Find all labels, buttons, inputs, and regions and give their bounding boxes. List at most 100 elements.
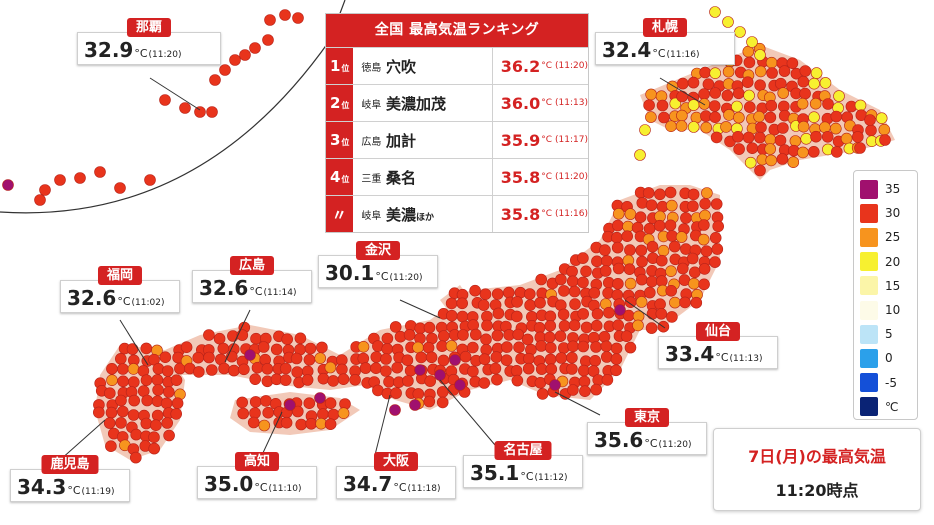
station-dot — [669, 296, 681, 309]
station-dot — [262, 406, 275, 419]
station-dot — [723, 109, 735, 121]
station-dot — [776, 153, 789, 165]
station-dot — [521, 333, 534, 346]
station-dot — [249, 396, 262, 408]
station-dot — [589, 354, 602, 367]
city-name: 高知 — [234, 452, 280, 471]
station-dot — [580, 321, 593, 334]
station-dot — [590, 341, 602, 353]
station-dot — [720, 121, 732, 133]
station-dot — [295, 418, 308, 431]
leader-sendai — [624, 299, 666, 329]
city-reading: 32.6 °C (11:14) — [192, 270, 312, 303]
station-dot — [680, 212, 692, 224]
legend-entry: ℃ — [860, 395, 911, 419]
station-dot — [658, 111, 670, 124]
ranking-row: 4 位三重 桑名 35.8 °C (11:20) — [326, 158, 588, 195]
station-dot — [478, 377, 491, 389]
city-reading: 34.7 °C (11:18) — [336, 466, 456, 499]
legend-label: 5 — [885, 327, 893, 342]
station-dot — [106, 362, 118, 375]
station-dot — [543, 331, 556, 344]
station-dot — [557, 308, 570, 321]
rank-temp: 35.8 — [500, 167, 541, 187]
station-dot — [239, 49, 251, 61]
city-reading: 35.0 °C (11:10) — [197, 466, 317, 499]
station-dot — [491, 373, 503, 386]
station-dot — [654, 188, 666, 201]
legend-entry: 35 — [860, 177, 911, 201]
legend-label: 10 — [885, 303, 901, 318]
station-dot — [217, 342, 230, 355]
station-dot — [511, 374, 524, 387]
station-dot — [765, 56, 778, 69]
station-dot — [864, 114, 876, 126]
station-dot — [327, 408, 340, 421]
station-dot — [655, 307, 668, 320]
station-dot — [743, 89, 755, 102]
station-dot — [753, 110, 765, 123]
station-dot — [192, 351, 204, 364]
city-reading: 35.6 °C (11:20) — [587, 422, 707, 455]
station-dot — [480, 333, 492, 346]
station-dot — [623, 263, 636, 276]
legend-entry: 0 — [860, 346, 911, 370]
legend-entry: 30 — [860, 201, 911, 225]
rank-temp: 35.8 — [500, 204, 541, 224]
leader-hiroshima — [224, 309, 251, 363]
station-dot — [665, 265, 677, 278]
station-dot — [357, 352, 370, 365]
station-dot — [148, 442, 160, 455]
station-dot — [228, 364, 240, 377]
station-dot — [653, 219, 666, 232]
station-dot — [612, 262, 625, 275]
city-reading: 32.4 °C (11:16) — [595, 32, 735, 65]
station-dot — [676, 90, 688, 103]
station-dot — [577, 252, 589, 264]
station-dot — [709, 111, 721, 123]
station-dot — [359, 362, 372, 374]
station-dot — [733, 143, 745, 155]
station-dot — [765, 99, 778, 112]
station-dot — [709, 232, 722, 244]
station-dot — [206, 364, 218, 376]
station-dot — [206, 106, 218, 118]
station-dot — [380, 365, 392, 377]
station-dot — [722, 65, 735, 78]
station-dot — [854, 99, 867, 112]
station-dot — [710, 198, 723, 210]
legend-swatch — [860, 324, 878, 344]
temperature-legend: 35 30 25 20 15 10 5 0 -5 ℃ — [853, 170, 918, 420]
rank-city: 美濃ほか — [385, 205, 434, 224]
station-dot — [721, 89, 734, 102]
station-dot — [634, 149, 646, 161]
leader-naha — [149, 77, 201, 111]
station-dot — [370, 351, 383, 363]
station-dot — [381, 343, 394, 355]
station-dot — [786, 57, 799, 70]
station-dot — [34, 194, 46, 206]
legend-label: 30 — [885, 206, 901, 221]
station-dot — [115, 417, 127, 429]
station-dot — [746, 36, 758, 48]
station-dot — [161, 365, 174, 377]
station-dot — [304, 342, 317, 355]
station-dots — [2, 6, 891, 464]
ranking-row: 2 位岐阜 美濃加茂 36.0 °C (11:13) — [326, 84, 588, 121]
ranking-row: 1 位徳島 穴吹 36.2 °C (11:20) — [326, 47, 588, 84]
station-dot — [591, 308, 604, 320]
station-dot — [314, 392, 326, 404]
legend-swatch — [860, 348, 878, 368]
station-dot — [477, 299, 490, 311]
station-dot — [635, 244, 648, 257]
station-dot — [160, 397, 173, 410]
rank-time: (11:20) — [555, 172, 588, 182]
station-dot — [194, 106, 206, 118]
station-dot — [676, 109, 688, 122]
station-dot — [676, 77, 689, 90]
station-dot — [159, 351, 172, 364]
legend-label: 35 — [885, 182, 901, 197]
rank-city: 穴吹 — [385, 57, 416, 76]
station-dot — [577, 276, 589, 289]
